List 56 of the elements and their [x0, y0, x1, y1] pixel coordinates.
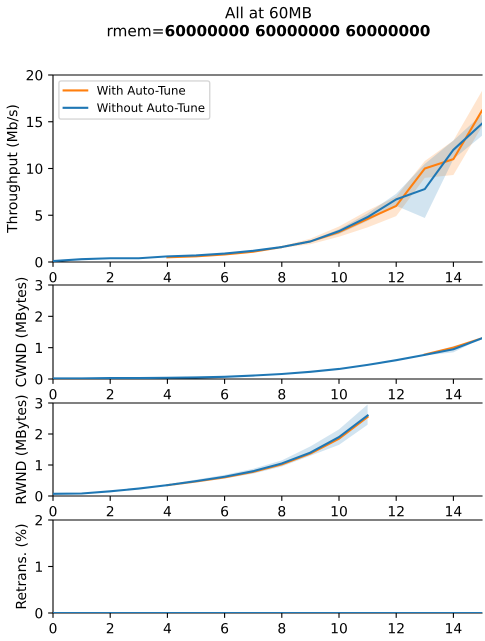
- x-tick-label: 2: [106, 506, 114, 516]
- legend-label: With Auto-Tune: [97, 86, 186, 95]
- x-tick-label: 14: [446, 623, 462, 634]
- y-tick-label: 0: [35, 490, 42, 502]
- y-tick-label: 15: [27, 116, 42, 128]
- y-tick-label: 2: [35, 311, 42, 322]
- x-tick-label: 8: [278, 388, 286, 400]
- y-tick-label: 10: [27, 163, 42, 174]
- y-tick-label: 5: [36, 210, 42, 221]
- x-tick-label: 0: [49, 272, 56, 282]
- y-tick-label: 1: [36, 562, 42, 572]
- x-tick-label: 8: [278, 506, 286, 516]
- legend-label: Without Auto-Tune: [97, 102, 204, 112]
- x-tick-label: 2: [106, 272, 114, 282]
- y-axis-title: CWND (MBytes): [15, 278, 29, 387]
- x-tick-label: 6: [221, 622, 228, 634]
- y-axis-title: Retrans. (%): [15, 524, 28, 608]
- x-tick-label: 12: [388, 622, 404, 634]
- x-tick-label: 8: [278, 272, 286, 282]
- x-tick-label: 10: [332, 506, 347, 516]
- y-tick-label: 20: [26, 70, 42, 80]
- y-axis-title: RWND (MBytes): [15, 396, 29, 504]
- y-tick-label: 0: [35, 256, 42, 268]
- x-tick-label: 6: [221, 272, 228, 282]
- x-tick-label: 8: [278, 622, 286, 634]
- x-tick-label: 10: [332, 272, 347, 282]
- y-tick-label: 3: [36, 280, 42, 290]
- y-tick-label: 3: [36, 398, 42, 408]
- x-tick-label: 14: [446, 506, 462, 516]
- x-tick-label: 6: [221, 388, 228, 400]
- y-tick-label: 1: [36, 342, 42, 353]
- x-tick-label: 12: [388, 388, 404, 400]
- x-tick-label: 14: [446, 389, 462, 400]
- y-axis-title: Throughput (Mb/s): [6, 105, 20, 233]
- x-tick-label: 0: [49, 622, 56, 634]
- y-tick-label: 0: [35, 374, 42, 384]
- x-tick-label: 0: [49, 388, 56, 400]
- x-tick-label: 10: [332, 622, 347, 634]
- x-tick-label: 0: [49, 506, 56, 516]
- y-tick-label: 2: [35, 428, 42, 440]
- y-tick-label: 0: [35, 608, 42, 618]
- x-tick-label: 2: [106, 622, 114, 634]
- x-tick-label: 4: [164, 389, 172, 400]
- x-tick-label: 12: [388, 272, 404, 282]
- x-tick-label: 4: [164, 272, 172, 282]
- x-tick-label: 2: [106, 388, 114, 400]
- x-tick-label: 4: [164, 623, 172, 634]
- chart-subtitle: rmem=60000000 60000000 60000000: [108, 24, 430, 36]
- x-tick-label: 4: [164, 506, 172, 516]
- x-tick-label: 12: [388, 506, 404, 516]
- y-tick-label: 2: [35, 514, 42, 526]
- chart-title: All at 60MB: [225, 6, 311, 18]
- y-tick-label: 1: [36, 460, 42, 470]
- x-tick-label: 10: [332, 388, 347, 400]
- x-tick-label: 6: [221, 506, 228, 516]
- x-tick-label: 14: [446, 272, 462, 282]
